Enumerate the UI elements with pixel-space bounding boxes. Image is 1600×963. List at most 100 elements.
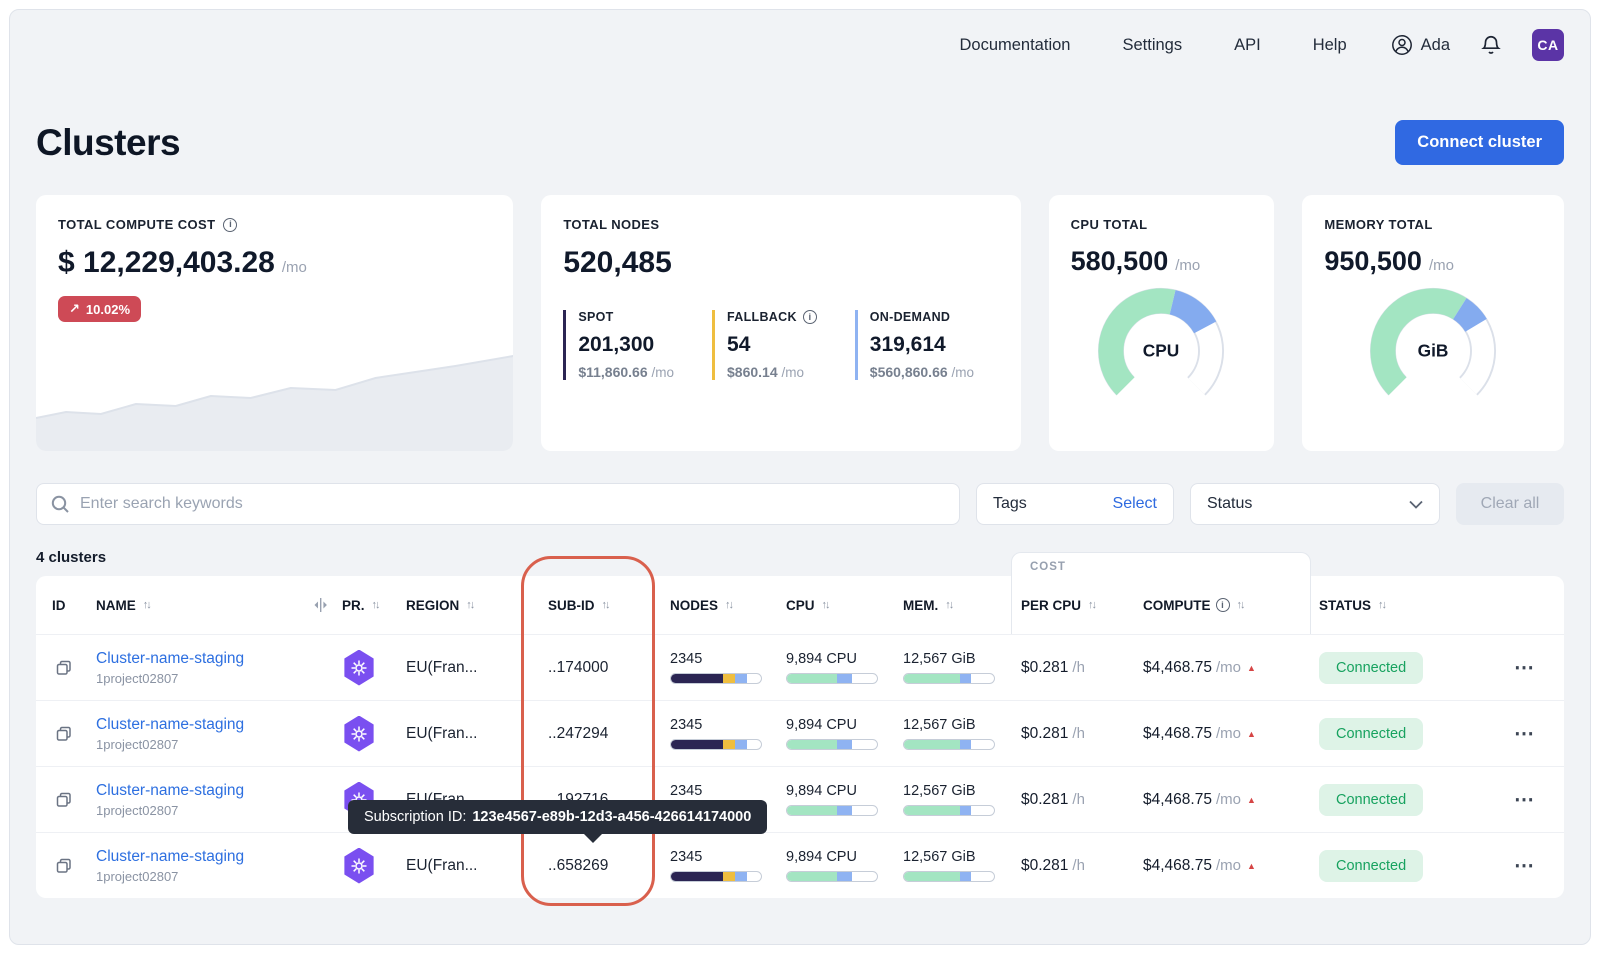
compute-cost: $4,468.75 (1143, 724, 1212, 742)
on-demand-breakdown: ON-DEMAND 319,614 $560,860.66 /mo (854, 310, 975, 380)
spot-cost: $11,860.66 (578, 364, 648, 380)
row-menu-button[interactable]: ⋯ (1514, 656, 1534, 679)
search-input[interactable] (80, 495, 945, 513)
project-id: 1project02807 (96, 670, 179, 686)
info-icon[interactable]: i (223, 217, 238, 232)
sort-icon: ↑↓ (1236, 599, 1246, 611)
column-resize-handle[interactable] (312, 598, 342, 612)
nav-links: Documentation Settings API Help (959, 36, 1346, 55)
cpu-usage-bar (786, 673, 878, 684)
nodes-usage-bar (670, 673, 762, 684)
header-status[interactable]: STATUS ↑↓ (1319, 597, 1387, 613)
copy-icon (54, 856, 74, 876)
nodes-usage-bar (670, 739, 762, 750)
memory-total-card: MEMORY TOTAL 950,500 /mo GiB (1302, 195, 1564, 451)
copy-cluster-id-button[interactable] (52, 656, 76, 680)
stat-cards: TOTAL COMPUTE COST i $ 12,229,403.28 /mo… (36, 195, 1564, 451)
cluster-name-link[interactable]: Cluster-name-staging (96, 781, 245, 799)
cost-trend-chart (36, 355, 514, 451)
memory-total-unit: /mo (1428, 257, 1454, 274)
search-icon (51, 495, 70, 514)
header-cpu[interactable]: CPU ↑↓ (786, 597, 831, 613)
cpu-count: 9,894 CPU (786, 783, 857, 799)
nav-api[interactable]: API (1234, 35, 1261, 54)
column-resize-icon (312, 598, 329, 612)
region: EU(Fran... (406, 856, 478, 874)
tags-select-action[interactable]: Select (1112, 495, 1157, 512)
connect-cluster-button[interactable]: Connect cluster (1395, 120, 1564, 165)
sort-icon: ↑↓ (466, 599, 475, 611)
copy-icon (54, 658, 74, 678)
sort-icon: ↑↓ (1088, 599, 1097, 611)
cpu-total-unit: /mo (1175, 257, 1201, 274)
provider-icon (344, 715, 374, 752)
provider-icon (344, 847, 374, 884)
memory-count: 12,567 GiB (903, 717, 976, 733)
copy-cluster-id-button[interactable] (52, 788, 76, 812)
cpu-count: 9,894 CPU (786, 651, 857, 667)
cost-increase-icon: ▲ (1246, 860, 1256, 871)
memory-count: 12,567 GiB (903, 849, 976, 865)
info-icon[interactable]: i (1215, 598, 1230, 612)
spot-cost-unit: /mo (651, 365, 675, 380)
nav-settings[interactable]: Settings (1122, 35, 1183, 54)
table-row: Cluster-name-staging 1project02807 EU(Fr… (36, 832, 1564, 898)
spot-breakdown: SPOT 201,300 $11,860.66 /mo (563, 310, 674, 380)
card-label: TOTAL COMPUTE COST (58, 217, 216, 232)
sort-icon: ↑↓ (371, 599, 381, 611)
header-mem[interactable]: MEM. ↑↓ (903, 597, 954, 613)
project-id: 1project02807 (96, 736, 179, 752)
cpu-usage-bar (786, 805, 878, 816)
per-cpu-cost: $0.281 (1021, 658, 1069, 676)
fallback-value: 54 (727, 333, 751, 356)
memory-gauge-label: GiB (1418, 341, 1449, 361)
header-region[interactable]: REGION ↑↓ (406, 597, 475, 613)
info-icon[interactable]: i (802, 310, 817, 324)
provider-icon (344, 649, 374, 686)
avatar[interactable]: CA (1532, 29, 1564, 61)
on-demand-cost-unit: /mo (951, 365, 975, 380)
on-demand-cost: $560,860.66 (869, 364, 948, 380)
notifications-button[interactable] (1480, 33, 1502, 57)
status-filter-dropdown[interactable]: Status (1190, 483, 1440, 525)
sort-icon: ↑↓ (821, 599, 831, 611)
cluster-name-link[interactable]: Cluster-name-staging (96, 649, 245, 667)
fallback-label: FALLBACK (727, 310, 797, 324)
top-nav: Documentation Settings API Help Ada CA (36, 10, 1564, 80)
clear-all-button[interactable]: Clear all (1456, 483, 1564, 525)
header-per-cpu[interactable]: PER CPU ↑↓ (1021, 597, 1097, 613)
copy-cluster-id-button[interactable] (52, 722, 76, 746)
copy-cluster-id-button[interactable] (52, 854, 76, 878)
nodes-breakdown: SPOT 201,300 $11,860.66 /mo FALLBACK i 5… (563, 310, 998, 380)
row-menu-button[interactable]: ⋯ (1514, 854, 1534, 877)
cost-increase-icon: ▲ (1246, 794, 1256, 805)
sort-icon: ↑↓ (601, 599, 611, 611)
memory-usage-bar (903, 805, 995, 816)
header-sub-id[interactable]: SUB-ID ↑↓ (548, 597, 611, 613)
cpu-gauge-label: CPU (1143, 341, 1180, 361)
row-menu-button[interactable]: ⋯ (1514, 788, 1534, 811)
app-frame: Documentation Settings API Help Ada CA C… (9, 9, 1591, 945)
compute-cost: $4,468.75 (1143, 790, 1212, 808)
header-pr[interactable]: PR. ↑↓ (342, 597, 381, 613)
filter-bar: Tags Select Status Clear all (36, 483, 1564, 525)
header-compute[interactable]: COMPUTE i ↑↓ (1143, 597, 1246, 613)
cpu-count: 9,894 CPU (786, 849, 857, 865)
memory-usage-bar (903, 739, 995, 750)
per-cpu-cost: $0.281 (1021, 724, 1069, 742)
cluster-name-link[interactable]: Cluster-name-staging (96, 847, 245, 865)
on-demand-label: ON-DEMAND (869, 310, 951, 324)
cluster-name-link[interactable]: Cluster-name-staging (96, 715, 245, 733)
user-menu[interactable]: Ada (1391, 34, 1450, 56)
card-label: CPU TOTAL (1070, 217, 1148, 232)
cost-increase-icon: ▲ (1246, 728, 1256, 739)
status-badge: Connected (1319, 651, 1424, 684)
nav-help[interactable]: Help (1312, 35, 1347, 54)
cpu-total-value: 580,500 (1070, 246, 1169, 276)
row-menu-button[interactable]: ⋯ (1514, 722, 1534, 745)
nav-user-area: Ada CA (1391, 29, 1564, 61)
header-nodes[interactable]: NODES ↑↓ (670, 597, 734, 613)
cost-delta-badge: ↗ 10.02% (58, 296, 141, 322)
nav-documentation[interactable]: Documentation (959, 35, 1071, 54)
header-name[interactable]: NAME ↑↓ (96, 597, 152, 613)
